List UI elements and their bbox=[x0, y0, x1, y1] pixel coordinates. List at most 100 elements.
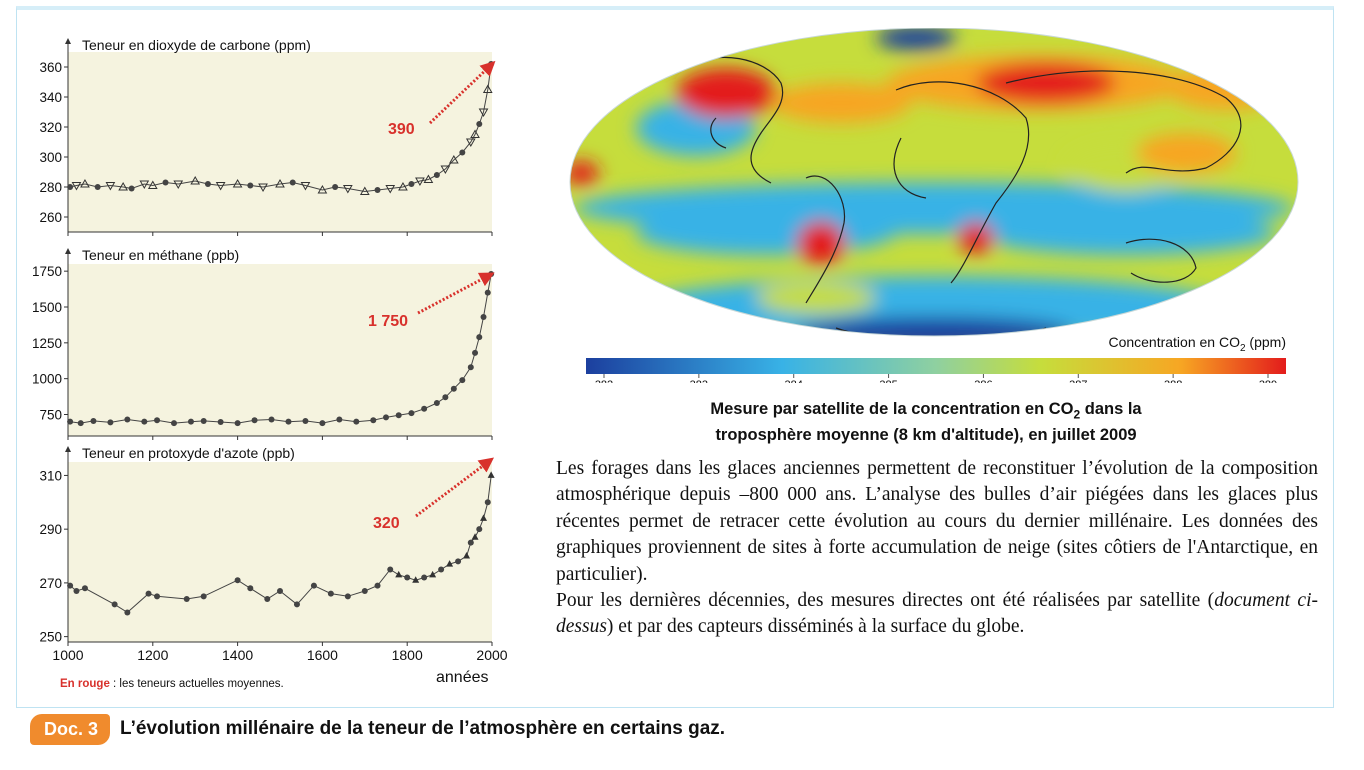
data-point bbox=[476, 526, 483, 533]
data-point bbox=[450, 385, 457, 392]
continent-outline bbox=[1125, 238, 1197, 283]
y-tick-label: 1500 bbox=[32, 300, 62, 315]
data-point bbox=[118, 181, 128, 191]
chart-title: Teneur en dioxyde de carbone (ppm) bbox=[82, 37, 311, 53]
colorbar-tick-label: 384 bbox=[785, 379, 803, 383]
data-point bbox=[247, 182, 254, 189]
y-tick-label: 340 bbox=[39, 90, 62, 105]
data-point bbox=[73, 587, 80, 594]
data-point bbox=[412, 576, 420, 583]
data-point bbox=[77, 420, 84, 427]
y-tick-label: 260 bbox=[39, 210, 62, 225]
continent-outline bbox=[1005, 70, 1242, 174]
data-point bbox=[111, 601, 118, 608]
data-point bbox=[319, 420, 326, 427]
data-point bbox=[190, 175, 201, 185]
data-point bbox=[128, 185, 135, 192]
data-point bbox=[277, 587, 283, 594]
y-tick-label: 750 bbox=[39, 408, 62, 423]
data-point bbox=[465, 138, 476, 148]
data-point bbox=[484, 499, 491, 506]
data-point bbox=[200, 593, 207, 600]
data-point bbox=[234, 577, 241, 584]
data-point bbox=[361, 587, 368, 594]
concentration-blob bbox=[1166, 66, 1286, 110]
data-point bbox=[171, 420, 177, 427]
y-tick-label: 270 bbox=[39, 576, 62, 591]
data-point bbox=[395, 412, 402, 419]
data-point bbox=[370, 417, 377, 424]
data-point bbox=[124, 609, 131, 616]
data-point bbox=[310, 582, 317, 589]
chart-title: Teneur en protoxyde d'azote (ppb) bbox=[82, 445, 295, 461]
data-point bbox=[247, 585, 254, 592]
y-tick-label: 250 bbox=[39, 630, 62, 645]
concentration-blob bbox=[958, 222, 994, 254]
data-point bbox=[336, 416, 343, 423]
data-point bbox=[387, 566, 394, 573]
data-point bbox=[446, 560, 454, 567]
trend-line bbox=[70, 273, 492, 424]
data-point bbox=[264, 596, 271, 603]
current-value-label: 1 750 bbox=[368, 313, 408, 330]
data-point bbox=[183, 596, 190, 603]
data-point bbox=[293, 601, 300, 608]
paragraph-2: Pour les dernières décennies, des mesure… bbox=[556, 590, 1318, 638]
current-value-arrow bbox=[417, 272, 495, 315]
paragraph-1: Les forages dans les glaces anciennes pe… bbox=[556, 458, 1318, 585]
data-point bbox=[302, 417, 309, 424]
data-point bbox=[204, 181, 211, 187]
concentration-blob bbox=[676, 68, 776, 118]
continent-outline bbox=[895, 81, 1030, 284]
concentration-blob bbox=[771, 83, 911, 123]
data-point bbox=[67, 418, 74, 425]
chart-panel-2: Teneur en méthane (ppb) 750 1000 1250 1500 17… bbox=[32, 247, 495, 440]
data-point bbox=[438, 566, 445, 573]
data-point bbox=[398, 181, 408, 191]
data-point bbox=[421, 405, 428, 412]
data-point bbox=[467, 364, 474, 371]
concentration-blob bbox=[756, 282, 876, 314]
data-point bbox=[471, 533, 479, 540]
concentration-blob bbox=[876, 28, 956, 50]
y-tick-label: 280 bbox=[39, 180, 62, 195]
y-tick-label: 1000 bbox=[32, 372, 62, 387]
y-tick-label: 310 bbox=[39, 468, 62, 483]
data-point bbox=[162, 179, 169, 186]
chart-panel-3: Teneur en protoxyde d'azote (ppb) 250 270 2… bbox=[39, 445, 507, 663]
data-point bbox=[67, 582, 74, 589]
concentration-blob bbox=[636, 211, 896, 255]
x-tick-label: 1200 bbox=[137, 647, 168, 663]
data-point bbox=[67, 184, 74, 190]
plot-background bbox=[68, 264, 492, 436]
y-tick-label: 1250 bbox=[32, 336, 62, 351]
y-tick-label: 1750 bbox=[32, 264, 62, 279]
map-border bbox=[569, 28, 1299, 337]
map-title: Mesure par satellite de la concentration… bbox=[710, 400, 1142, 445]
y-tick-label: 300 bbox=[39, 150, 62, 165]
data-point bbox=[476, 121, 483, 127]
map-ellipse bbox=[570, 28, 1298, 336]
data-point bbox=[423, 174, 434, 183]
data-point bbox=[145, 590, 152, 597]
data-point bbox=[459, 149, 466, 156]
colorbar-tick-label: 387 bbox=[1069, 379, 1087, 383]
data-point bbox=[251, 417, 258, 424]
data-point bbox=[480, 314, 487, 321]
data-point bbox=[415, 177, 425, 187]
continent-outline bbox=[710, 117, 727, 149]
data-point bbox=[94, 184, 101, 190]
current-value-arrow bbox=[428, 60, 496, 125]
trend-line bbox=[69, 63, 492, 193]
data-point bbox=[488, 271, 495, 278]
data-point bbox=[173, 180, 184, 190]
concentration-blob bbox=[976, 211, 1276, 255]
data-point bbox=[484, 289, 491, 296]
colorbar bbox=[586, 358, 1286, 374]
continent-outline bbox=[685, 56, 784, 184]
data-point bbox=[141, 418, 148, 425]
data-point bbox=[429, 570, 437, 578]
data-point bbox=[215, 182, 226, 191]
co2-satellite-map: 382 383 384 385 386 387 388 389 bbox=[569, 28, 1299, 383]
data-point bbox=[275, 178, 285, 188]
